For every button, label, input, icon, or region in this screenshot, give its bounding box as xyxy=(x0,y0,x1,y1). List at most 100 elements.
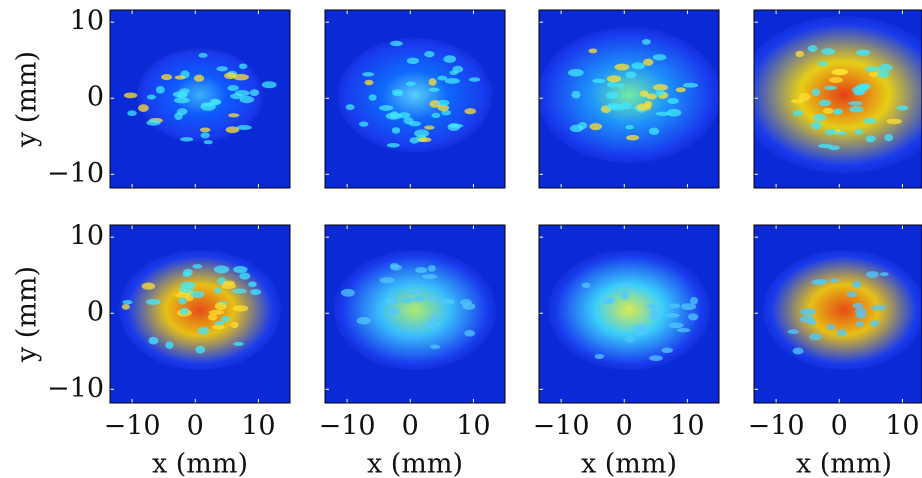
speckle xyxy=(619,283,631,289)
speckle xyxy=(824,129,838,136)
panel-frame xyxy=(753,224,922,404)
speckle xyxy=(869,72,878,77)
speckle xyxy=(345,104,355,111)
speckle xyxy=(422,274,438,280)
panel-frame xyxy=(538,224,720,404)
speckle xyxy=(216,66,228,72)
speckle xyxy=(464,108,477,115)
speckle xyxy=(356,316,371,325)
speckle xyxy=(655,111,670,116)
speckle xyxy=(364,79,374,86)
intensity-blob xyxy=(334,249,496,371)
speckle xyxy=(468,77,481,82)
speckle xyxy=(391,89,404,94)
speckle xyxy=(653,84,669,91)
speckle xyxy=(871,304,887,311)
speckle xyxy=(588,48,598,54)
x-tick-label: 0 xyxy=(187,411,204,442)
speckle xyxy=(792,110,803,116)
panel-frame xyxy=(538,9,720,189)
speckle xyxy=(123,92,138,99)
speckle xyxy=(192,264,203,269)
x-tick-label: 10 xyxy=(885,411,919,442)
speckle xyxy=(155,86,165,94)
panel-frame xyxy=(324,224,506,404)
speckle xyxy=(849,105,864,113)
speckle xyxy=(428,87,440,92)
speckle xyxy=(828,145,840,151)
x-tick-label: −10 xyxy=(748,411,805,442)
speckle xyxy=(401,297,414,304)
speckle xyxy=(213,265,230,274)
speckle xyxy=(855,321,865,327)
speckle xyxy=(398,112,411,119)
y-tick-label: −10 xyxy=(47,158,104,189)
speckle xyxy=(690,297,699,305)
intensity-blob xyxy=(763,249,922,371)
panel-frame xyxy=(753,9,922,189)
speckle xyxy=(193,74,205,82)
speckle xyxy=(814,279,828,285)
speckle xyxy=(198,52,208,58)
speckle xyxy=(680,303,697,310)
y-tick-label: 10 xyxy=(70,6,104,37)
speckle xyxy=(646,93,658,100)
speckle xyxy=(387,307,400,316)
speckle xyxy=(824,85,837,91)
speckle xyxy=(179,307,190,315)
speckle xyxy=(239,95,255,104)
intensity-blob xyxy=(539,26,719,164)
speckle xyxy=(214,302,227,311)
speckle xyxy=(649,355,663,362)
x-tick-label: 10 xyxy=(670,411,704,442)
speckle xyxy=(179,285,194,293)
speckle xyxy=(178,297,187,305)
speckle xyxy=(249,89,260,96)
speckle xyxy=(641,38,651,45)
panel xyxy=(325,10,505,188)
speckle xyxy=(571,90,581,99)
speckle xyxy=(378,105,394,111)
speckle xyxy=(390,40,403,47)
speckle xyxy=(199,127,211,133)
speckle xyxy=(427,265,436,272)
x-tick-label: −10 xyxy=(104,411,161,442)
speckle xyxy=(646,304,660,309)
speckle xyxy=(800,308,812,315)
speckle xyxy=(669,303,681,309)
y-tick-label: 0 xyxy=(87,297,104,328)
speckle xyxy=(200,132,210,139)
speckle xyxy=(211,99,222,105)
speckle xyxy=(261,81,277,89)
speckle xyxy=(233,73,249,81)
speckle xyxy=(614,63,630,71)
speckle xyxy=(581,282,591,288)
speckle xyxy=(180,137,194,142)
speckle xyxy=(236,124,252,131)
speckle xyxy=(606,75,622,83)
speckle xyxy=(655,89,664,97)
speckle xyxy=(667,97,679,105)
panel xyxy=(110,225,290,403)
speckle xyxy=(177,108,188,116)
speckle xyxy=(429,344,441,349)
speckle xyxy=(865,271,880,278)
speckle xyxy=(190,290,205,298)
speckle xyxy=(616,83,625,89)
speckle xyxy=(818,99,832,107)
x-axis-label: x (mm) xyxy=(796,449,892,478)
speckle xyxy=(589,123,602,131)
speckle xyxy=(809,333,822,341)
speckle xyxy=(856,49,871,57)
speckle xyxy=(250,288,262,296)
speckle xyxy=(632,327,649,336)
speckle xyxy=(851,280,862,289)
speckle xyxy=(233,341,244,346)
speckle xyxy=(201,102,215,107)
speckle xyxy=(855,312,867,319)
speckle xyxy=(138,104,149,112)
speckle xyxy=(145,298,161,305)
speckle xyxy=(362,72,375,77)
speckle xyxy=(406,57,420,65)
